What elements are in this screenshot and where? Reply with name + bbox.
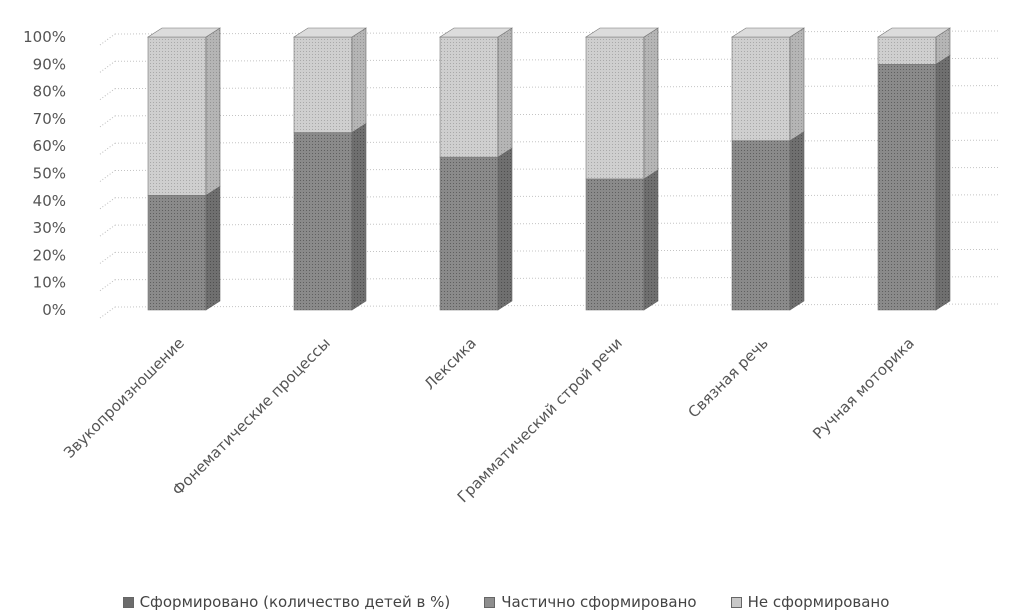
bar-segment-side <box>497 27 513 158</box>
gridline <box>114 57 1001 62</box>
bar-segment <box>147 195 207 311</box>
bars <box>146 27 952 311</box>
x-tick-label: Связная речь <box>684 334 771 421</box>
gridline-connector <box>99 142 116 155</box>
y-tick-label: 80% <box>33 83 66 101</box>
legend-swatch-partial <box>484 596 496 608</box>
gridline <box>114 303 1001 308</box>
y-axis: 0% 10% 20% 30% 40% 50% 60% 70% 80% 90% 100% <box>23 28 66 319</box>
y-tick-label: 30% <box>33 219 66 237</box>
y-tick-label: 10% <box>33 274 66 292</box>
bar-segment <box>439 36 499 158</box>
gridline-connector <box>99 60 116 73</box>
bar-segment <box>585 178 645 311</box>
bar-segment-side <box>351 27 367 134</box>
y-tick-label: 40% <box>33 192 66 210</box>
legend-label-partial: Частично сформировано <box>501 593 697 611</box>
stacked-bar-chart: 0% 10% 20% 30% 40% 50% 60% 70% 80% 90% 100% Звукоп… <box>23 27 1001 506</box>
bar-top <box>146 27 222 38</box>
legend-item-formed: Сформировано (количество детей в %) <box>122 592 451 612</box>
y-tick-label: 0% <box>42 301 66 319</box>
gridline-connector <box>99 170 116 182</box>
bar-segment <box>293 36 353 133</box>
bar-segment <box>293 132 353 311</box>
bar-segment-side <box>351 123 367 311</box>
gridline-connector <box>99 33 116 46</box>
legend-swatch-formed <box>122 596 134 608</box>
y-tick-label: 60% <box>33 137 66 155</box>
y-tick-label: 50% <box>33 165 66 183</box>
y-tick-label: 20% <box>33 246 66 264</box>
x-tick-label: Лексика <box>421 334 480 393</box>
x-tick-label: Грамматический строй речи <box>454 334 626 506</box>
grid-layer <box>99 30 1001 319</box>
legend-swatch-not-formed <box>730 596 742 608</box>
gridline-connector <box>99 279 116 292</box>
gridline <box>114 248 1001 253</box>
x-tick-label: Звукопроизношение <box>60 334 188 462</box>
bar-top <box>876 27 952 38</box>
legend: Сформировано (количество детей в %) Част… <box>0 592 1012 612</box>
bar-segment-side <box>205 185 221 311</box>
bar-segment-side <box>789 27 805 142</box>
bar-segment <box>731 36 791 142</box>
gridline-connector <box>99 251 116 264</box>
gridline-connector <box>99 224 116 237</box>
legend-item-partial: Частично сформировано <box>484 592 697 612</box>
gridline <box>114 30 1001 35</box>
gridline-connector <box>99 197 116 210</box>
gridline-connector <box>99 306 116 319</box>
bar-segment-side <box>643 169 659 311</box>
bar-top <box>292 27 368 38</box>
bar-top <box>438 27 514 38</box>
y-tick-label: 70% <box>33 110 66 128</box>
bar-segment <box>147 36 207 196</box>
gridline <box>114 167 1001 171</box>
bar-top <box>730 27 806 38</box>
legend-label-formed: Сформировано (количество детей в %) <box>139 593 451 611</box>
x-tick-label: Ручная моторика <box>809 334 918 443</box>
bar-top <box>584 27 660 38</box>
legend-label-not-formed: Не сформировано <box>747 593 890 611</box>
gridline-connector <box>99 88 116 101</box>
gridline <box>114 112 1001 117</box>
bar-segment-side <box>497 147 513 311</box>
bar-segment <box>439 156 499 311</box>
bar-segment-side <box>789 131 805 311</box>
x-tick-label: Фонематические процессы <box>169 334 334 499</box>
legend-item-not-formed: Не сформировано <box>730 592 890 612</box>
bar-segment <box>877 36 937 65</box>
y-tick-label: 90% <box>33 55 66 73</box>
bar-segment <box>877 64 937 311</box>
gridline <box>114 85 1001 90</box>
bar-segment-side <box>935 54 951 311</box>
y-tick-label: 100% <box>23 28 66 46</box>
bar-segment-side <box>643 27 659 180</box>
bar-segment-side <box>205 27 221 196</box>
bar-segment <box>585 36 645 180</box>
gridline <box>114 139 1001 144</box>
gridline <box>114 276 1001 281</box>
gridline <box>114 194 1001 199</box>
gridline <box>114 221 1001 226</box>
bar-segment <box>731 140 791 311</box>
gridline-connector <box>99 115 116 128</box>
